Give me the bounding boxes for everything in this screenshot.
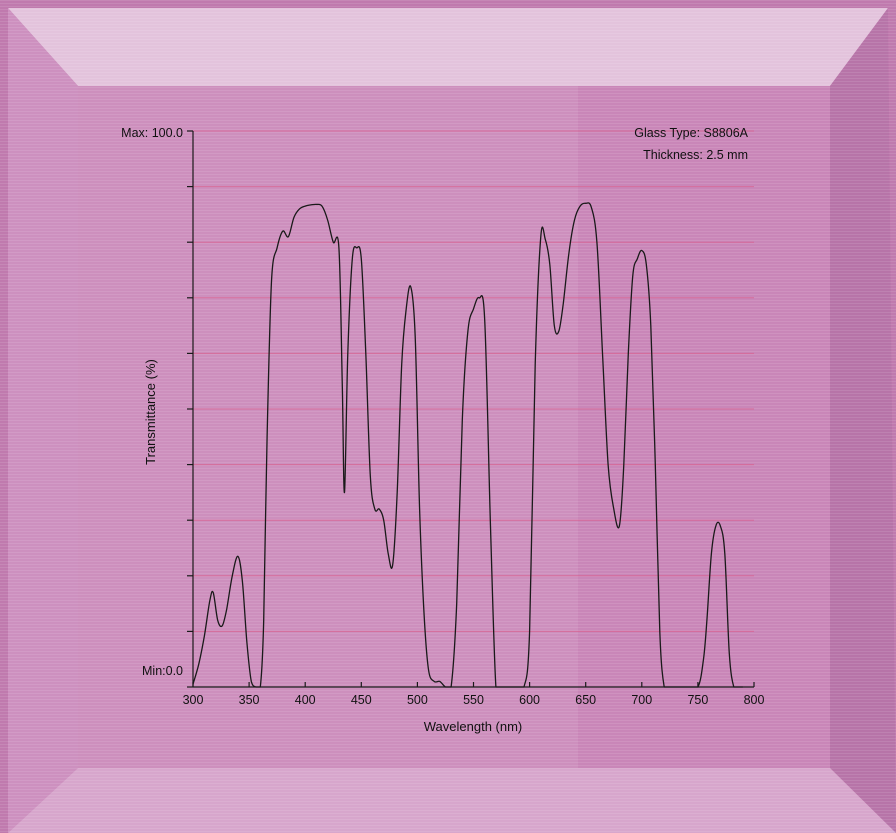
- y-min-label: Min:0.0: [142, 664, 183, 678]
- x-axis-ticks: 300 350 400 450 500 550 600 650 700 750 800: [183, 682, 765, 707]
- x-axis-title: Wavelength (nm): [424, 719, 523, 734]
- x-tick-label-450: 450: [351, 693, 372, 707]
- annotation-thickness: Thickness: 2.5 mm: [643, 148, 748, 162]
- x-tick-label-550: 550: [463, 693, 484, 707]
- x-tick-label-500: 500: [407, 693, 428, 707]
- y-axis-ticks: [187, 130, 193, 688]
- x-tick-label-350: 350: [239, 693, 260, 707]
- x-tick-label-400: 400: [295, 693, 316, 707]
- series-group: [192, 202, 743, 688]
- annotation-glass-type: Glass Type: S8806A: [634, 126, 748, 140]
- x-tick-label-700: 700: [631, 693, 652, 707]
- x-tick-label-750: 750: [687, 693, 708, 707]
- x-tick-label-300: 300: [183, 693, 204, 707]
- x-tick-label-600: 600: [519, 693, 540, 707]
- y-axis-title: Transmittance (%): [143, 359, 158, 465]
- y-max-label: Max: 100.0: [121, 126, 183, 140]
- x-tick-label-650: 650: [575, 693, 596, 707]
- x-tick-label-800: 800: [744, 693, 765, 707]
- transmittance-curve: [192, 202, 743, 688]
- gridlines: [193, 130, 754, 632]
